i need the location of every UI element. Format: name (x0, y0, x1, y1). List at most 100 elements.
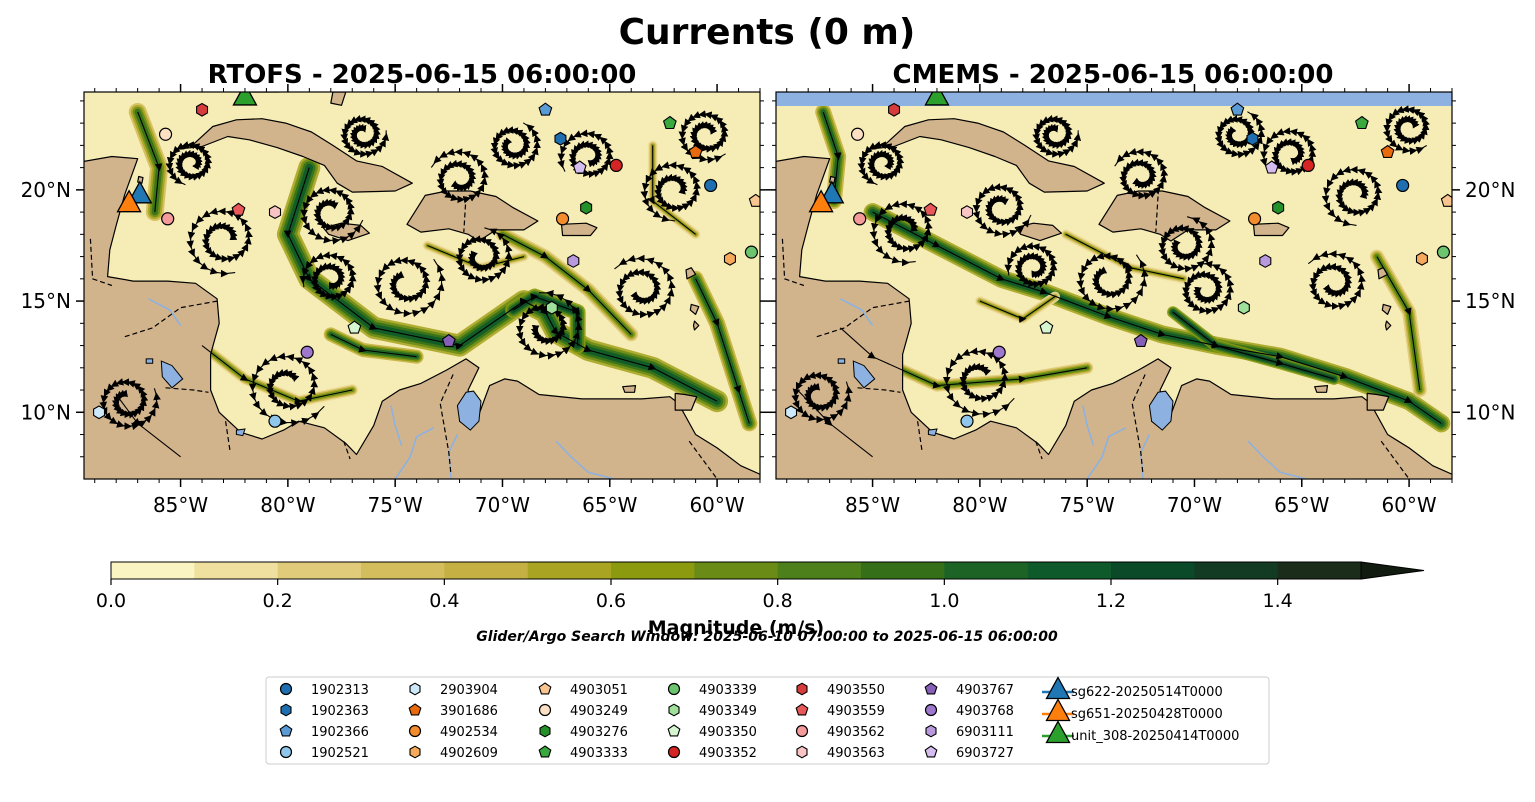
colorbar-tick-label: 0.6 (596, 590, 626, 612)
legend-marker-hexagon (796, 682, 808, 696)
glider-sg651-20250428T0000 (808, 189, 834, 213)
float-4903350 (347, 320, 362, 334)
country-border (124, 300, 218, 338)
streamline (340, 115, 390, 158)
float-1902521 (960, 414, 974, 428)
river (394, 427, 435, 479)
float-1902521 (268, 414, 282, 428)
x-tick-label: 65°W (582, 493, 637, 517)
float-4903562 (853, 212, 867, 226)
float-1902363 (1246, 131, 1259, 146)
y-tick-label: 10°N (1465, 400, 1515, 424)
float-4902609 (1415, 251, 1428, 266)
river (840, 298, 874, 326)
colorbar-segment (444, 562, 529, 579)
legend-entry: 4903563 (796, 745, 885, 761)
float-4903562 (161, 212, 175, 226)
legend-entry: unit_308-20250414T0000 (1042, 720, 1239, 744)
river (390, 405, 403, 446)
legend-entry: 1902363 (280, 703, 369, 719)
legend-marker-pentagon (795, 703, 809, 716)
map-cmems (776, 92, 1452, 479)
legend-label: 6903727 (956, 746, 1014, 761)
colorbar-tick-label: 0.4 (429, 590, 459, 612)
land-cuba (181, 118, 413, 193)
legend-label: 4903767 (956, 683, 1014, 698)
float-3901686 (688, 144, 703, 158)
legend-entry: 4903276 (539, 724, 628, 740)
float-6903111 (1259, 254, 1272, 268)
streamline (1259, 127, 1317, 176)
streamline (1214, 111, 1266, 159)
legend-entry: 4903559 (795, 703, 885, 719)
float-4903051 (1440, 193, 1452, 207)
legend-entry: 4903350 (667, 724, 757, 740)
x-tick-label: 65°W (1274, 493, 1329, 517)
streamline (165, 141, 213, 186)
legend-marker-hexagon (280, 703, 292, 717)
x-tick-label: 60°W (1381, 493, 1436, 517)
float-4903559 (231, 202, 246, 216)
legend-marker-circle (279, 682, 293, 696)
legend-entry: 4903051 (538, 682, 628, 698)
legend-marker-pentagon (279, 724, 293, 737)
axes-frame-rtofs (83, 91, 761, 480)
x-tick-label: 85°W (845, 493, 900, 517)
legend-entry: 3901686 (408, 703, 498, 719)
legend-label: 4903333 (570, 746, 628, 761)
lake-nicaragua (160, 360, 184, 389)
land-lesser1 (685, 267, 697, 280)
legend-label: 1902366 (311, 725, 369, 740)
lake-managua (145, 358, 154, 364)
country-border (917, 421, 923, 451)
legend-marker-circle (538, 703, 552, 717)
colorbar-segment (944, 562, 1029, 579)
float-4902534 (1247, 212, 1262, 226)
country-border (781, 238, 805, 287)
legend-label: 4903276 (570, 725, 628, 740)
streamline (99, 378, 161, 431)
streamline (1032, 115, 1082, 158)
legend-marker-triangle (1045, 720, 1071, 744)
land-mainland (84, 155, 760, 479)
streamline (502, 233, 632, 335)
float-6903727 (572, 160, 587, 174)
colorbar-tick-label: 0.8 (763, 590, 793, 612)
land-puertorico (560, 222, 598, 237)
streamline (115, 394, 181, 458)
x-tick-label: 85°W (153, 493, 208, 517)
legend-marker-circle (795, 724, 809, 738)
float-4903339 (744, 245, 759, 259)
glider-unit_308-20250414T0000 (924, 92, 950, 106)
x-tick-label: 70°W (475, 493, 530, 517)
lake-bocas (235, 428, 246, 437)
land-bahamas (330, 92, 347, 106)
legend-box (265, 676, 1270, 765)
streamline (1376, 256, 1421, 391)
legend-label: 6903111 (956, 725, 1014, 740)
legend-marker-circle (667, 745, 681, 759)
glider-sg651-20250428T0000 (116, 189, 142, 213)
land-puertorico (1252, 222, 1290, 237)
streamline (1321, 165, 1383, 227)
legend-entry: 4903249 (538, 703, 628, 719)
colorbar-segment (611, 562, 695, 579)
country-border (439, 374, 454, 475)
colorbar-tick-label: 0.0 (96, 590, 126, 612)
legend-entry: 1902366 (279, 724, 369, 740)
float-4903563 (268, 205, 282, 220)
float-4903768 (992, 345, 1006, 359)
legend-label: 4903550 (827, 683, 885, 698)
search-window-text: Glider/Argo Search Window: 2025-06-10 07… (476, 629, 1058, 645)
legend-marker-circle (279, 745, 293, 759)
streamline (791, 371, 853, 424)
streamline (490, 122, 542, 170)
streamlines (791, 105, 1442, 458)
country-border (816, 300, 910, 338)
float-2903904 (93, 405, 106, 420)
legend-entry: 4903767 (924, 682, 1014, 698)
x-tick-label: 80°W (260, 493, 315, 517)
legend-entry: 4903349 (668, 703, 757, 719)
float-3901686 (1380, 144, 1395, 158)
streamline (872, 211, 1442, 424)
